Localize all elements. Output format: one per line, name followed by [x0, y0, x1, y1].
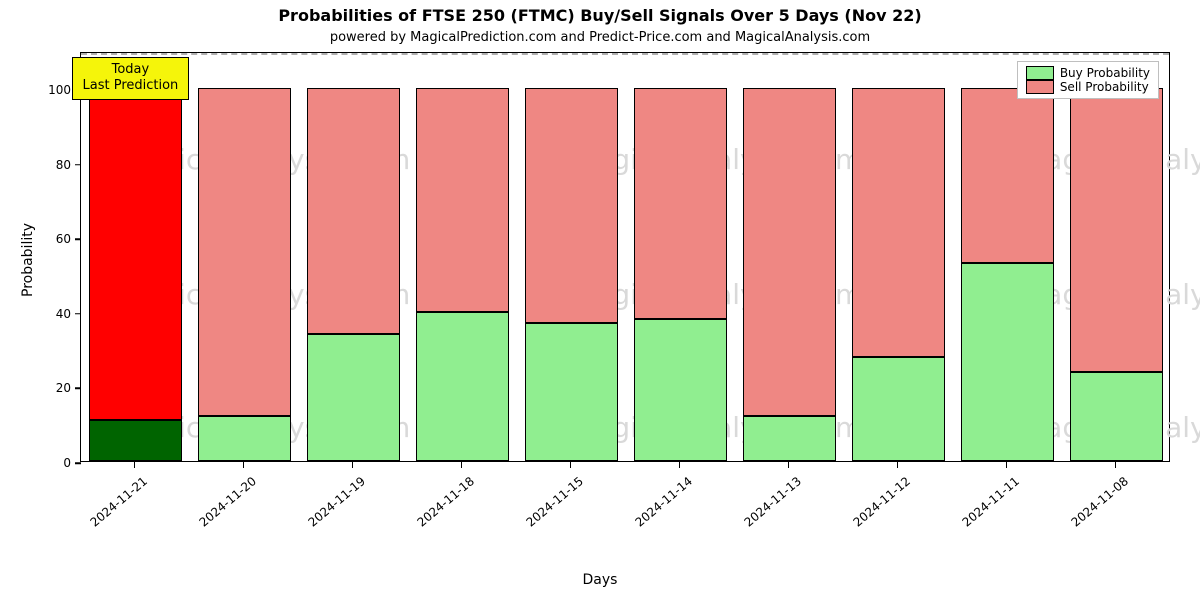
bar-buy — [743, 416, 837, 461]
x-tick-label: 2024-11-18 — [403, 474, 476, 539]
bar-buy — [1070, 372, 1164, 461]
legend: Buy ProbabilitySell Probability — [1017, 61, 1159, 99]
y-tick-label: 20 — [56, 381, 71, 395]
y-tick-label: 100 — [48, 83, 71, 97]
x-tick-label: 2024-11-14 — [621, 474, 694, 539]
legend-item: Sell Probability — [1026, 80, 1150, 94]
bar-buy — [307, 334, 401, 461]
y-tick-mark — [75, 462, 81, 464]
x-tick-mark — [570, 462, 572, 468]
x-tick-mark — [897, 462, 899, 468]
bar-group — [307, 51, 401, 461]
x-tick-mark — [679, 462, 681, 468]
y-tick-label: 0 — [63, 456, 71, 470]
x-tick-label: 2024-11-15 — [512, 474, 585, 539]
y-tick-label: 40 — [56, 307, 71, 321]
x-tick-label: 2024-11-21 — [76, 474, 149, 539]
legend-swatch — [1026, 66, 1054, 80]
bar-group — [198, 51, 292, 461]
bar-group — [634, 51, 728, 461]
x-tick-label: 2024-11-19 — [294, 474, 367, 539]
plot-area: MagicalAnalysis.comMagicalAnalysis.comMa… — [80, 52, 1170, 462]
bar-group — [525, 51, 619, 461]
annotation-box: TodayLast Prediction — [72, 57, 190, 100]
bars-layer — [81, 53, 1169, 461]
bar-sell — [307, 88, 401, 334]
x-tick-mark — [352, 462, 354, 468]
y-tick-label: 80 — [56, 158, 71, 172]
bar-buy — [852, 357, 946, 461]
bar-sell — [416, 88, 510, 312]
bar-buy — [198, 416, 292, 461]
bar-buy — [416, 312, 510, 461]
bar-buy — [525, 323, 619, 461]
bar-group — [961, 51, 1055, 461]
bar-sell — [198, 88, 292, 416]
bar-buy — [961, 263, 1055, 461]
x-tick-mark — [461, 462, 463, 468]
x-tick-label: 2024-11-08 — [1057, 474, 1130, 539]
annotation-line-text: Last Prediction — [83, 78, 179, 94]
bar-group — [743, 51, 837, 461]
x-tick-mark — [1006, 462, 1008, 468]
x-tick-mark — [134, 462, 136, 468]
x-axis-label: Days — [0, 572, 1200, 588]
x-tick-label: 2024-11-12 — [839, 474, 912, 539]
annotation-line-text: Today — [83, 62, 179, 78]
chart-canvas: Probabilities of FTSE 250 (FTMC) Buy/Sel… — [0, 0, 1200, 600]
legend-item: Buy Probability — [1026, 66, 1150, 80]
chart-subtitle: powered by MagicalPrediction.com and Pre… — [0, 30, 1200, 45]
chart-title: Probabilities of FTSE 250 (FTMC) Buy/Sel… — [0, 6, 1200, 25]
x-tick-mark — [243, 462, 245, 468]
bar-sell — [525, 88, 619, 323]
x-tick-label: 2024-11-13 — [730, 474, 803, 539]
legend-label: Sell Probability — [1060, 80, 1149, 94]
bar-buy — [634, 319, 728, 461]
legend-label: Buy Probability — [1060, 66, 1150, 80]
bar-buy — [89, 420, 183, 461]
y-tick-label: 60 — [56, 232, 71, 246]
bar-sell — [852, 88, 946, 356]
bar-sell — [961, 88, 1055, 263]
bar-sell — [743, 88, 837, 416]
bar-group — [416, 51, 510, 461]
bar-sell — [1070, 88, 1164, 371]
x-tick-label: 2024-11-20 — [185, 474, 258, 539]
legend-swatch — [1026, 80, 1054, 94]
bar-sell — [89, 88, 183, 420]
x-tick-mark — [1115, 462, 1117, 468]
bar-sell — [634, 88, 728, 319]
bar-group — [89, 51, 183, 461]
bar-group — [852, 51, 946, 461]
y-axis-label: Probability — [20, 223, 36, 297]
x-tick-mark — [788, 462, 790, 468]
bar-group — [1070, 51, 1164, 461]
x-tick-label: 2024-11-11 — [948, 474, 1021, 539]
